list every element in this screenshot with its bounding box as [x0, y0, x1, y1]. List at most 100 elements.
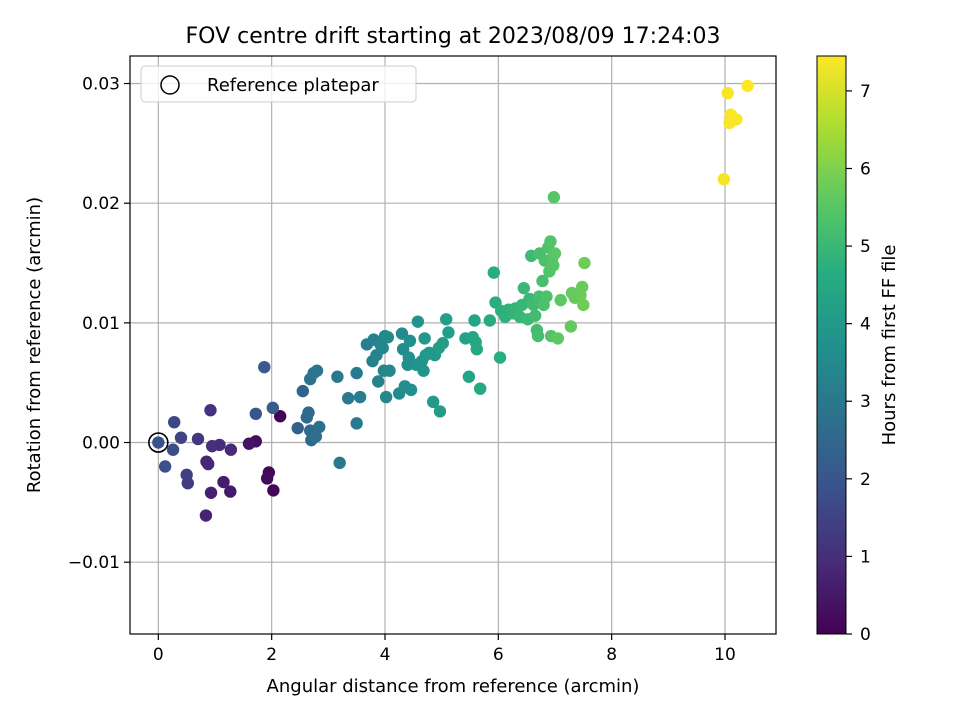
data-point — [205, 439, 219, 453]
data-point — [440, 313, 453, 326]
data-point — [224, 485, 237, 498]
x-axis-ticks: 0 2 4 6 8 10 — [153, 634, 736, 665]
data-point — [554, 293, 567, 307]
data-point — [741, 79, 754, 93]
data-point — [242, 437, 256, 450]
y-tick-label: 0.00 — [82, 434, 120, 454]
chart-title: FOV centre drift starting at 2023/08/09 … — [186, 24, 721, 49]
data-point — [717, 173, 731, 186]
colorbar-label: Hours from first FF file — [879, 245, 900, 446]
colorbar-tick-label: 4 — [860, 315, 871, 335]
data-point — [249, 407, 262, 421]
colorbar-gradient — [816, 55, 847, 635]
legend-box — [140, 65, 417, 103]
data-point — [474, 382, 487, 395]
grid-lines — [130, 56, 776, 634]
data-point — [202, 457, 215, 471]
x-tick-label: 0 — [153, 645, 164, 665]
reference-point-marker — [148, 432, 169, 453]
data-point — [564, 320, 578, 333]
data-point — [204, 404, 217, 417]
data-point — [468, 314, 481, 327]
data-point — [548, 247, 562, 260]
colorbar-tick-label: 6 — [860, 159, 871, 179]
data-point — [350, 417, 363, 430]
data-point — [204, 486, 218, 499]
y-tick-label: 0.01 — [82, 314, 120, 334]
legend: Reference platepar — [140, 65, 417, 103]
data-point — [426, 395, 440, 409]
data-point — [436, 337, 449, 350]
data-point — [166, 443, 180, 456]
data-point — [300, 411, 313, 424]
data-point — [483, 314, 497, 327]
colorbar-tick-label: 5 — [860, 237, 871, 257]
data-point — [551, 332, 565, 345]
x-axis-label: Angular distance from reference (arcmin) — [267, 676, 640, 697]
data-point — [577, 298, 590, 312]
legend-label: Reference platepar — [207, 75, 379, 96]
x-tick-label: 6 — [493, 645, 504, 665]
data-point — [395, 327, 409, 340]
data-points — [148, 79, 754, 522]
data-point — [310, 364, 324, 377]
data-point — [536, 274, 549, 288]
data-point — [417, 364, 430, 377]
data-point — [199, 509, 213, 522]
data-point — [266, 401, 279, 415]
y-tick-label: −0.01 — [68, 553, 120, 573]
data-point — [313, 420, 326, 434]
data-point — [180, 468, 193, 482]
y-axis-label: Rotation from reference (arcmin) — [24, 197, 45, 493]
data-point — [531, 329, 545, 343]
data-point — [462, 370, 476, 383]
data-point — [273, 410, 287, 423]
data-point — [721, 86, 735, 100]
data-point — [383, 364, 396, 377]
x-tick-label: 10 — [714, 645, 736, 665]
data-point — [576, 280, 589, 294]
data-point — [376, 341, 389, 355]
x-tick-label: 8 — [606, 645, 617, 665]
data-point — [442, 326, 455, 339]
y-axis-ticks: −0.01 0.00 0.01 0.02 0.03 — [68, 75, 130, 573]
colorbar-ticks: 0 1 2 3 4 5 6 7 — [846, 82, 871, 645]
data-point — [381, 331, 395, 344]
y-tick-label: 0.03 — [82, 75, 120, 95]
data-point — [158, 460, 172, 473]
data-point — [260, 472, 274, 485]
data-point — [578, 256, 591, 270]
colorbar-tick-label: 2 — [860, 470, 871, 490]
data-point — [547, 191, 561, 204]
data-point — [333, 456, 346, 470]
colorbar: 0 1 2 3 4 5 6 7 Hours from first FF file — [816, 55, 900, 645]
data-point — [403, 334, 417, 348]
data-point — [350, 366, 363, 380]
data-point — [404, 383, 418, 397]
data-point — [217, 475, 230, 489]
data-point — [411, 315, 425, 328]
data-point — [291, 421, 304, 435]
data-point — [433, 405, 447, 418]
legend-marker-circle — [160, 75, 180, 95]
data-point — [379, 390, 393, 404]
data-point — [353, 390, 367, 404]
data-point — [224, 443, 238, 456]
x-tick-label: 2 — [266, 645, 277, 665]
data-point — [372, 375, 385, 388]
data-point — [168, 415, 181, 429]
data-point — [258, 360, 271, 374]
data-point — [174, 431, 188, 444]
data-point — [341, 392, 355, 405]
data-point — [544, 235, 557, 248]
colorbar-tick-label: 0 — [860, 625, 871, 645]
x-tick-label: 4 — [380, 645, 391, 665]
data-point — [517, 281, 531, 295]
data-point — [547, 259, 560, 272]
data-point — [493, 351, 507, 364]
data-point — [540, 290, 553, 303]
data-point — [267, 484, 280, 497]
data-point — [331, 370, 344, 383]
